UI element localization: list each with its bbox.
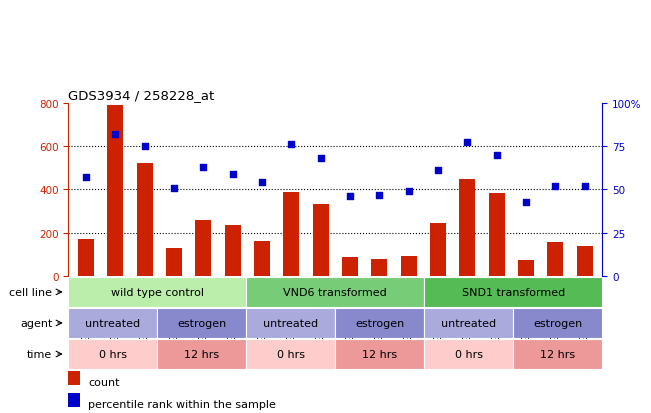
- Point: [550, 183, 561, 190]
- Bar: [254, 241, 270, 277]
- Bar: [246, 278, 424, 307]
- Text: 12 hrs: 12 hrs: [540, 349, 575, 359]
- Bar: [246, 339, 335, 369]
- Bar: [68, 393, 80, 407]
- Bar: [424, 278, 602, 307]
- Text: estrogen: estrogen: [355, 318, 404, 328]
- Bar: [68, 339, 158, 369]
- Bar: [488, 193, 505, 277]
- Text: 0 hrs: 0 hrs: [277, 349, 305, 359]
- Point: [227, 171, 238, 178]
- Text: VND6 transformed: VND6 transformed: [283, 287, 387, 297]
- Bar: [68, 372, 80, 385]
- Text: untreated: untreated: [85, 318, 141, 328]
- Text: percentile rank within the sample: percentile rank within the sample: [88, 399, 276, 409]
- Bar: [107, 105, 123, 277]
- Text: SND1 transformed: SND1 transformed: [462, 287, 565, 297]
- Bar: [166, 249, 182, 277]
- Point: [374, 192, 385, 199]
- Point: [110, 131, 120, 138]
- Text: wild type control: wild type control: [111, 287, 204, 297]
- Text: count: count: [88, 377, 120, 387]
- Bar: [335, 339, 424, 369]
- Point: [492, 152, 502, 159]
- Bar: [283, 192, 299, 277]
- Text: agent: agent: [20, 318, 52, 328]
- Point: [286, 142, 296, 148]
- Point: [169, 185, 179, 192]
- Point: [256, 180, 267, 186]
- Bar: [513, 308, 602, 338]
- Point: [198, 164, 208, 171]
- Bar: [68, 278, 246, 307]
- Point: [521, 199, 531, 205]
- Text: GDS3934 / 258228_at: GDS3934 / 258228_at: [68, 89, 215, 102]
- Text: 0 hrs: 0 hrs: [99, 349, 127, 359]
- Bar: [371, 259, 387, 277]
- Bar: [225, 226, 241, 277]
- Bar: [513, 339, 602, 369]
- Bar: [547, 242, 563, 277]
- Bar: [78, 240, 94, 277]
- Point: [433, 168, 443, 174]
- Bar: [430, 223, 446, 277]
- Bar: [68, 308, 158, 338]
- Bar: [400, 256, 417, 277]
- Text: time: time: [27, 349, 52, 359]
- Text: untreated: untreated: [263, 318, 318, 328]
- Point: [139, 143, 150, 150]
- Bar: [335, 308, 424, 338]
- Bar: [158, 339, 246, 369]
- Point: [404, 188, 414, 195]
- Point: [345, 194, 355, 200]
- Bar: [518, 261, 534, 277]
- Text: estrogen: estrogen: [533, 318, 582, 328]
- Text: 12 hrs: 12 hrs: [184, 349, 219, 359]
- Bar: [342, 257, 358, 277]
- Point: [81, 175, 91, 181]
- Bar: [246, 308, 335, 338]
- Text: 12 hrs: 12 hrs: [362, 349, 397, 359]
- Bar: [424, 308, 513, 338]
- Point: [462, 140, 473, 147]
- Text: estrogen: estrogen: [177, 318, 227, 328]
- Text: untreated: untreated: [441, 318, 496, 328]
- Bar: [424, 339, 513, 369]
- Bar: [158, 308, 246, 338]
- Point: [315, 155, 326, 162]
- Bar: [577, 246, 592, 277]
- Bar: [195, 221, 212, 277]
- Bar: [137, 164, 153, 277]
- Text: cell line: cell line: [9, 287, 52, 297]
- Bar: [459, 179, 475, 277]
- Bar: [312, 204, 329, 277]
- Point: [579, 183, 590, 190]
- Text: 0 hrs: 0 hrs: [454, 349, 483, 359]
